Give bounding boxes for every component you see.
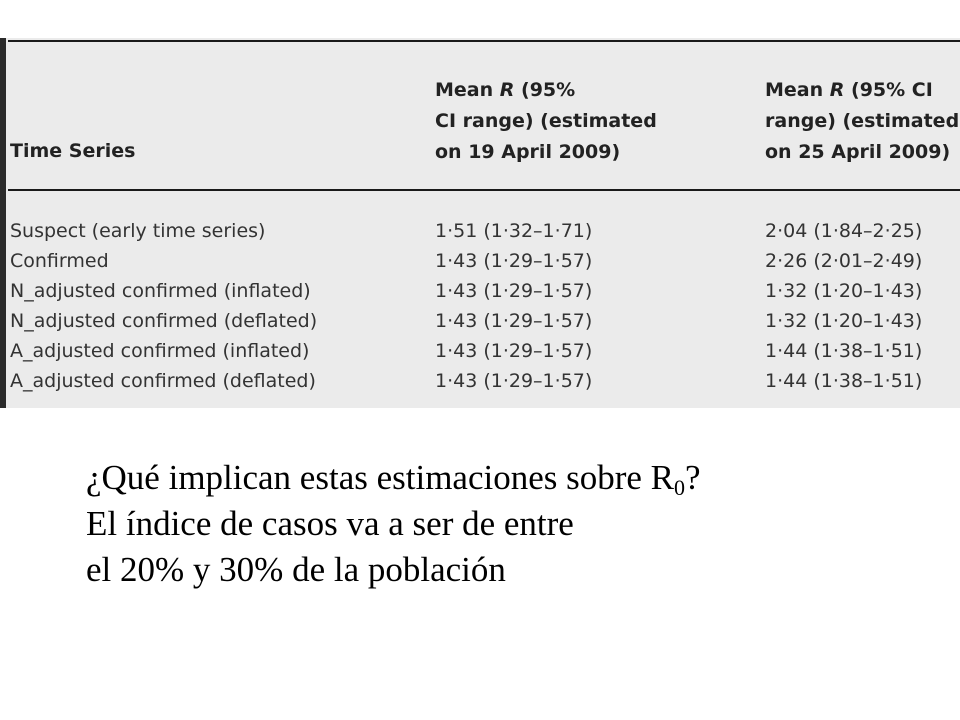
- caption-question: ¿Qué implican estas estimaciones sobre R…: [86, 458, 701, 500]
- header-col2-line: range) (estimated: [765, 110, 960, 132]
- cell-series: A_adjusted confirmed (deflated): [10, 370, 316, 392]
- cell-r-25-april: 2·26 (2·01–2·49): [765, 250, 923, 272]
- table-row: Suspect (early time series) 1·51 (1·32–1…: [10, 216, 960, 246]
- table-body: Suspect (early time series) 1·51 (1·32–1…: [10, 216, 960, 396]
- cell-r-25-april: 1·32 (1·20–1·43): [765, 310, 923, 332]
- header-col-19-april: Mean R (95% CI range) (estimated on 19 A…: [435, 75, 657, 168]
- cell-r-19-april: 1·43 (1·29–1·57): [435, 370, 593, 392]
- header-col1-line: on 19 April 2009): [435, 141, 621, 163]
- cell-series: Suspect (early time series): [10, 220, 266, 242]
- header-col1-line: Mean R (95%: [435, 79, 576, 101]
- cell-r-25-april: 2·04 (1·84–2·25): [765, 220, 923, 242]
- cell-series: Confirmed: [10, 250, 109, 272]
- cell-r-19-april: 1·51 (1·32–1·71): [435, 220, 593, 242]
- cell-r-25-april: 1·44 (1·38–1·51): [765, 340, 923, 362]
- header-col2-line: Mean R (95% CI: [765, 79, 933, 101]
- cell-series: A_adjusted confirmed (inflated): [10, 340, 310, 362]
- header-col1-line: CI range) (estimated: [435, 110, 657, 132]
- results-table: Time Series Mean R (95% CI range) (estim…: [0, 38, 960, 408]
- cell-r-25-april: 1·32 (1·20–1·43): [765, 280, 923, 302]
- slide-caption: ¿Qué implican estas estimaciones sobre R…: [86, 455, 701, 593]
- table-top-rule: [8, 40, 960, 42]
- header-col2-line: on 25 April 2009): [765, 141, 951, 163]
- caption-answer-line-1: El índice de casos va a ser de entre: [86, 504, 574, 543]
- cell-r-19-april: 1·43 (1·29–1·57): [435, 280, 593, 302]
- cell-r-19-april: 1·43 (1·29–1·57): [435, 250, 593, 272]
- cell-series: N_adjusted confirmed (deflated): [10, 310, 318, 332]
- header-col-25-april: Mean R (95% CI range) (estimated on 25 A…: [765, 75, 959, 168]
- cell-r-25-april: 1·44 (1·38–1·51): [765, 370, 923, 392]
- table-row: A_adjusted confirmed (inflated) 1·43 (1·…: [10, 336, 960, 366]
- table-row: Confirmed 1·43 (1·29–1·57) 2·26 (2·01–2·…: [10, 246, 960, 276]
- header-time-series: Time Series: [10, 140, 136, 162]
- subscript-zero: 0: [674, 475, 686, 500]
- cell-series: N_adjusted confirmed (inflated): [10, 280, 311, 302]
- table-row: N_adjusted confirmed (deflated) 1·43 (1·…: [10, 306, 960, 336]
- table-header-rule: [8, 189, 960, 191]
- table-row: A_adjusted confirmed (deflated) 1·43 (1·…: [10, 366, 960, 396]
- caption-answer-line-2: el 20% y 30% de la población: [86, 550, 506, 589]
- table-row: N_adjusted confirmed (inflated) 1·43 (1·…: [10, 276, 960, 306]
- cell-r-19-april: 1·43 (1·29–1·57): [435, 310, 593, 332]
- cell-r-19-april: 1·43 (1·29–1·57): [435, 340, 593, 362]
